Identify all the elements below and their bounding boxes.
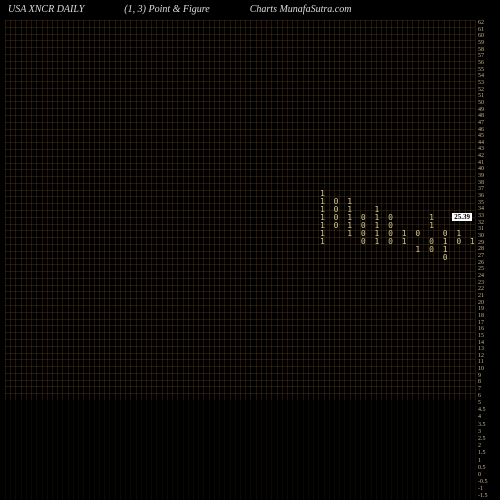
- y-tick: 21: [478, 293, 500, 300]
- y-tick: 36: [478, 193, 500, 200]
- y-tick: 19: [478, 306, 500, 313]
- y-tick: 60: [478, 33, 500, 40]
- y-tick: 8: [478, 379, 500, 386]
- y-axis-lower: 54.543.532.521.510.50-0.5-1-1.5: [476, 400, 500, 500]
- y-tick-lower: 3.5: [478, 422, 500, 429]
- lower-panel: [0, 400, 500, 500]
- point-figure-pattern: 11 0 11 0 1 11 0 1 0 1 0 11 0 1 0 1 0 11…: [320, 190, 477, 262]
- y-tick: 32: [478, 220, 500, 227]
- y-tick: 45: [478, 133, 500, 140]
- y-tick: 15: [478, 333, 500, 340]
- y-tick: 11: [478, 359, 500, 366]
- y-tick: 9: [478, 373, 500, 380]
- y-tick: 51: [478, 93, 500, 100]
- y-tick: 27: [478, 253, 500, 260]
- y-tick: 62: [478, 20, 500, 27]
- y-tick: 61: [478, 27, 500, 34]
- y-tick: 10: [478, 366, 500, 373]
- y-tick: 16: [478, 326, 500, 333]
- y-tick: 26: [478, 260, 500, 267]
- y-tick: 29: [478, 240, 500, 247]
- y-tick: 58: [478, 47, 500, 54]
- y-tick: 49: [478, 107, 500, 114]
- y-tick: 25: [478, 266, 500, 273]
- y-tick-lower: -1: [478, 486, 500, 493]
- y-tick: 44: [478, 140, 500, 147]
- chart-header: USA XNCR DAILY (1, 3) Point & Figure Cha…: [0, 0, 500, 19]
- y-axis-upper: 6261605958575655545352515049484746454443…: [476, 20, 500, 400]
- y-tick: 22: [478, 286, 500, 293]
- y-tick: 17: [478, 320, 500, 327]
- y-tick: 56: [478, 60, 500, 67]
- y-tick-lower: -1.5: [478, 493, 500, 500]
- chart-params: (1, 3) Point & Figure: [124, 4, 209, 15]
- y-tick: 31: [478, 226, 500, 233]
- y-tick-lower: 2: [478, 443, 500, 450]
- y-tick-lower: 0.5: [478, 465, 500, 472]
- y-tick-lower: 4: [478, 414, 500, 421]
- y-tick-lower: -0.5: [478, 479, 500, 486]
- y-tick: 20: [478, 300, 500, 307]
- y-tick: 40: [478, 166, 500, 173]
- y-tick-lower: 4.5: [478, 407, 500, 414]
- y-tick: 7: [478, 386, 500, 393]
- y-tick-lower: 2.5: [478, 436, 500, 443]
- y-tick: 39: [478, 173, 500, 180]
- y-tick: 53: [478, 80, 500, 87]
- y-tick: 24: [478, 273, 500, 280]
- y-tick-lower: 1.5: [478, 450, 500, 457]
- y-tick: 47: [478, 120, 500, 127]
- y-tick-lower: 5: [478, 400, 500, 407]
- y-tick: 46: [478, 127, 500, 134]
- y-tick: 28: [478, 246, 500, 253]
- y-tick: 37: [478, 186, 500, 193]
- y-tick: 52: [478, 87, 500, 94]
- y-tick: 14: [478, 340, 500, 347]
- y-tick: 54: [478, 73, 500, 80]
- y-tick: 23: [478, 280, 500, 287]
- y-tick: 41: [478, 160, 500, 167]
- y-tick-lower: 1: [478, 458, 500, 465]
- y-tick: 34: [478, 206, 500, 213]
- y-tick: 59: [478, 40, 500, 47]
- chart-title: USA XNCR DAILY: [8, 4, 84, 15]
- y-tick: 6: [478, 393, 500, 400]
- y-tick-lower: 3: [478, 429, 500, 436]
- y-tick: 48: [478, 113, 500, 120]
- y-tick: 12: [478, 353, 500, 360]
- chart-source: Charts MunafaSutra.com: [250, 4, 352, 15]
- y-tick: 55: [478, 67, 500, 74]
- y-tick-lower: 0: [478, 472, 500, 479]
- y-tick: 43: [478, 146, 500, 153]
- pnf-row: 0: [320, 254, 477, 262]
- y-tick: 57: [478, 53, 500, 60]
- y-tick: 42: [478, 153, 500, 160]
- current-price-marker: 25.39: [452, 213, 472, 221]
- y-tick: 18: [478, 313, 500, 320]
- y-tick: 38: [478, 180, 500, 187]
- y-tick: 50: [478, 100, 500, 107]
- y-tick: 30: [478, 233, 500, 240]
- y-tick: 13: [478, 346, 500, 353]
- y-tick: 33: [478, 213, 500, 220]
- y-tick: 35: [478, 200, 500, 207]
